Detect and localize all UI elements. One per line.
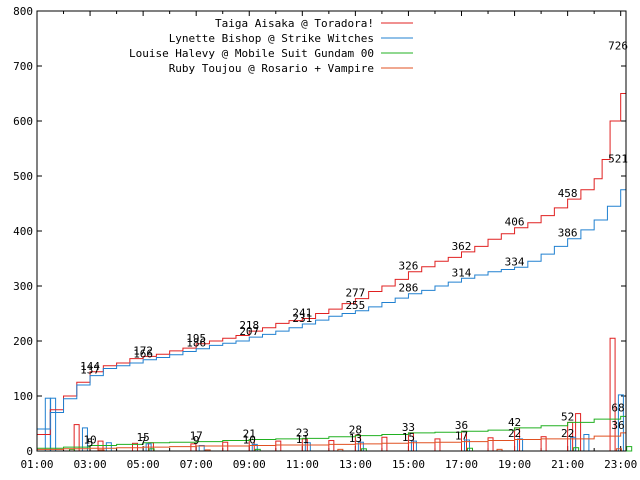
- data-label: 231: [292, 312, 312, 325]
- hourly-bar: [105, 442, 112, 452]
- data-label: 255: [345, 299, 365, 312]
- data-label: 17: [455, 430, 468, 443]
- data-label: 144: [80, 360, 100, 373]
- y-tick-label: 0: [26, 445, 33, 458]
- data-label: 386: [558, 227, 578, 240]
- data-label: 52: [561, 410, 574, 423]
- legend-label: Ruby Toujou @ Rosario + Vampire: [169, 62, 374, 75]
- series-line: [37, 431, 627, 450]
- data-label: 33: [402, 421, 415, 434]
- data-label: 362: [452, 240, 472, 253]
- x-tick-label: 07:00: [180, 458, 213, 471]
- data-label: 726: [608, 40, 628, 53]
- series-line: [37, 413, 627, 449]
- data-label: 36: [611, 419, 624, 432]
- x-tick-label: 21:00: [551, 458, 584, 471]
- data-label: 277: [345, 287, 365, 300]
- x-tick-label: 15:00: [392, 458, 425, 471]
- data-label: 458: [558, 187, 578, 200]
- data-label: 334: [505, 255, 525, 268]
- y-tick-label: 400: [13, 225, 33, 238]
- data-label: 314: [452, 266, 472, 279]
- x-tick-label: 19:00: [498, 458, 531, 471]
- data-label: 10: [243, 434, 256, 447]
- data-label: 7: [140, 435, 147, 448]
- legend-label: Louise Halevy @ Mobile Suit Gundam 00: [129, 47, 374, 60]
- data-label: 241: [292, 306, 312, 319]
- legend: Taiga Aisaka @ Toradora! Lynette Bishop @…: [129, 17, 413, 75]
- data-label: 195: [186, 332, 206, 345]
- hourly-bar: [44, 397, 51, 452]
- y-tick-label: 500: [13, 170, 33, 183]
- data-label: 10: [83, 434, 96, 447]
- data-label: 15: [137, 431, 150, 444]
- data-label: 326: [399, 260, 419, 273]
- plot-frame: [36, 10, 627, 452]
- data-label: 13: [349, 432, 362, 445]
- legend-label: Lynette Bishop @ Strike Witches: [169, 32, 374, 45]
- x-tick-label: 11:00: [286, 458, 319, 471]
- hourly-bar: [434, 438, 441, 452]
- y-tick-label: 800: [13, 5, 33, 18]
- data-label: 286: [399, 282, 419, 295]
- hourly-bar: [328, 440, 335, 452]
- y-tick-label: 100: [13, 390, 33, 403]
- data-label: 28: [349, 424, 362, 437]
- series-lines: [37, 51, 627, 450]
- y-tick-label: 600: [13, 115, 33, 128]
- legend-label: Taiga Aisaka @ Toradora!: [215, 17, 374, 30]
- data-label: 36: [455, 419, 468, 432]
- point-labels: 1441721952182412773263624064587261371661…: [80, 40, 628, 450]
- x-tick-label: 23:00: [604, 458, 637, 471]
- data-label: 22: [508, 427, 521, 440]
- data-label: 172: [133, 344, 153, 357]
- y-tick-label: 200: [13, 335, 33, 348]
- hourly-bar: [222, 441, 229, 452]
- y-tick-label: 700: [13, 60, 33, 73]
- series-line: [37, 51, 627, 435]
- hourly-bar: [50, 397, 57, 452]
- hourly-bar: [583, 434, 590, 452]
- data-label: 166: [133, 348, 153, 361]
- data-label: 207: [239, 325, 259, 338]
- x-tick-label: 09:00: [233, 458, 266, 471]
- series-line: [37, 164, 627, 430]
- data-label: 11: [296, 433, 309, 446]
- x-tick-label: 03:00: [74, 458, 107, 471]
- data-label: 186: [186, 337, 206, 350]
- hourly-bar: [381, 436, 388, 452]
- data-label: 68: [611, 402, 624, 415]
- hourly-bar: [626, 446, 633, 452]
- data-label: 406: [505, 216, 525, 229]
- hourly-bar: [275, 440, 282, 452]
- data-label: 17: [190, 430, 203, 443]
- data-label: 42: [508, 416, 521, 429]
- data-label: 15: [402, 431, 415, 444]
- data-label: 5: [87, 436, 94, 449]
- hourly-bar: [487, 437, 494, 452]
- data-label: 22: [561, 427, 574, 440]
- data-label: 23: [296, 426, 309, 439]
- hourly-bar: [575, 413, 582, 452]
- data-label: 21: [243, 427, 256, 440]
- x-tick-label: 01:00: [20, 458, 53, 471]
- axis-ticks: 0 100 200 300 400 500 600 700 800 01:00 03:00 05:00…: [13, 5, 637, 471]
- data-label: 521: [608, 152, 628, 165]
- y-tick-label: 300: [13, 280, 33, 293]
- data-label: 137: [80, 364, 100, 377]
- data-label: 218: [239, 319, 259, 332]
- hourly-bar: [609, 337, 616, 452]
- x-tick-label: 13:00: [339, 458, 372, 471]
- data-label: 9: [193, 434, 200, 447]
- x-tick-label: 05:00: [127, 458, 160, 471]
- x-tick-label: 17:00: [445, 458, 478, 471]
